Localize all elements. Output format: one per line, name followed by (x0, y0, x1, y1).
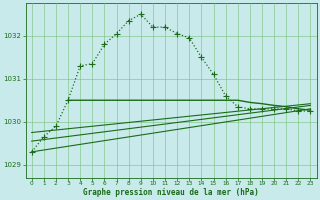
X-axis label: Graphe pression niveau de la mer (hPa): Graphe pression niveau de la mer (hPa) (83, 188, 259, 197)
